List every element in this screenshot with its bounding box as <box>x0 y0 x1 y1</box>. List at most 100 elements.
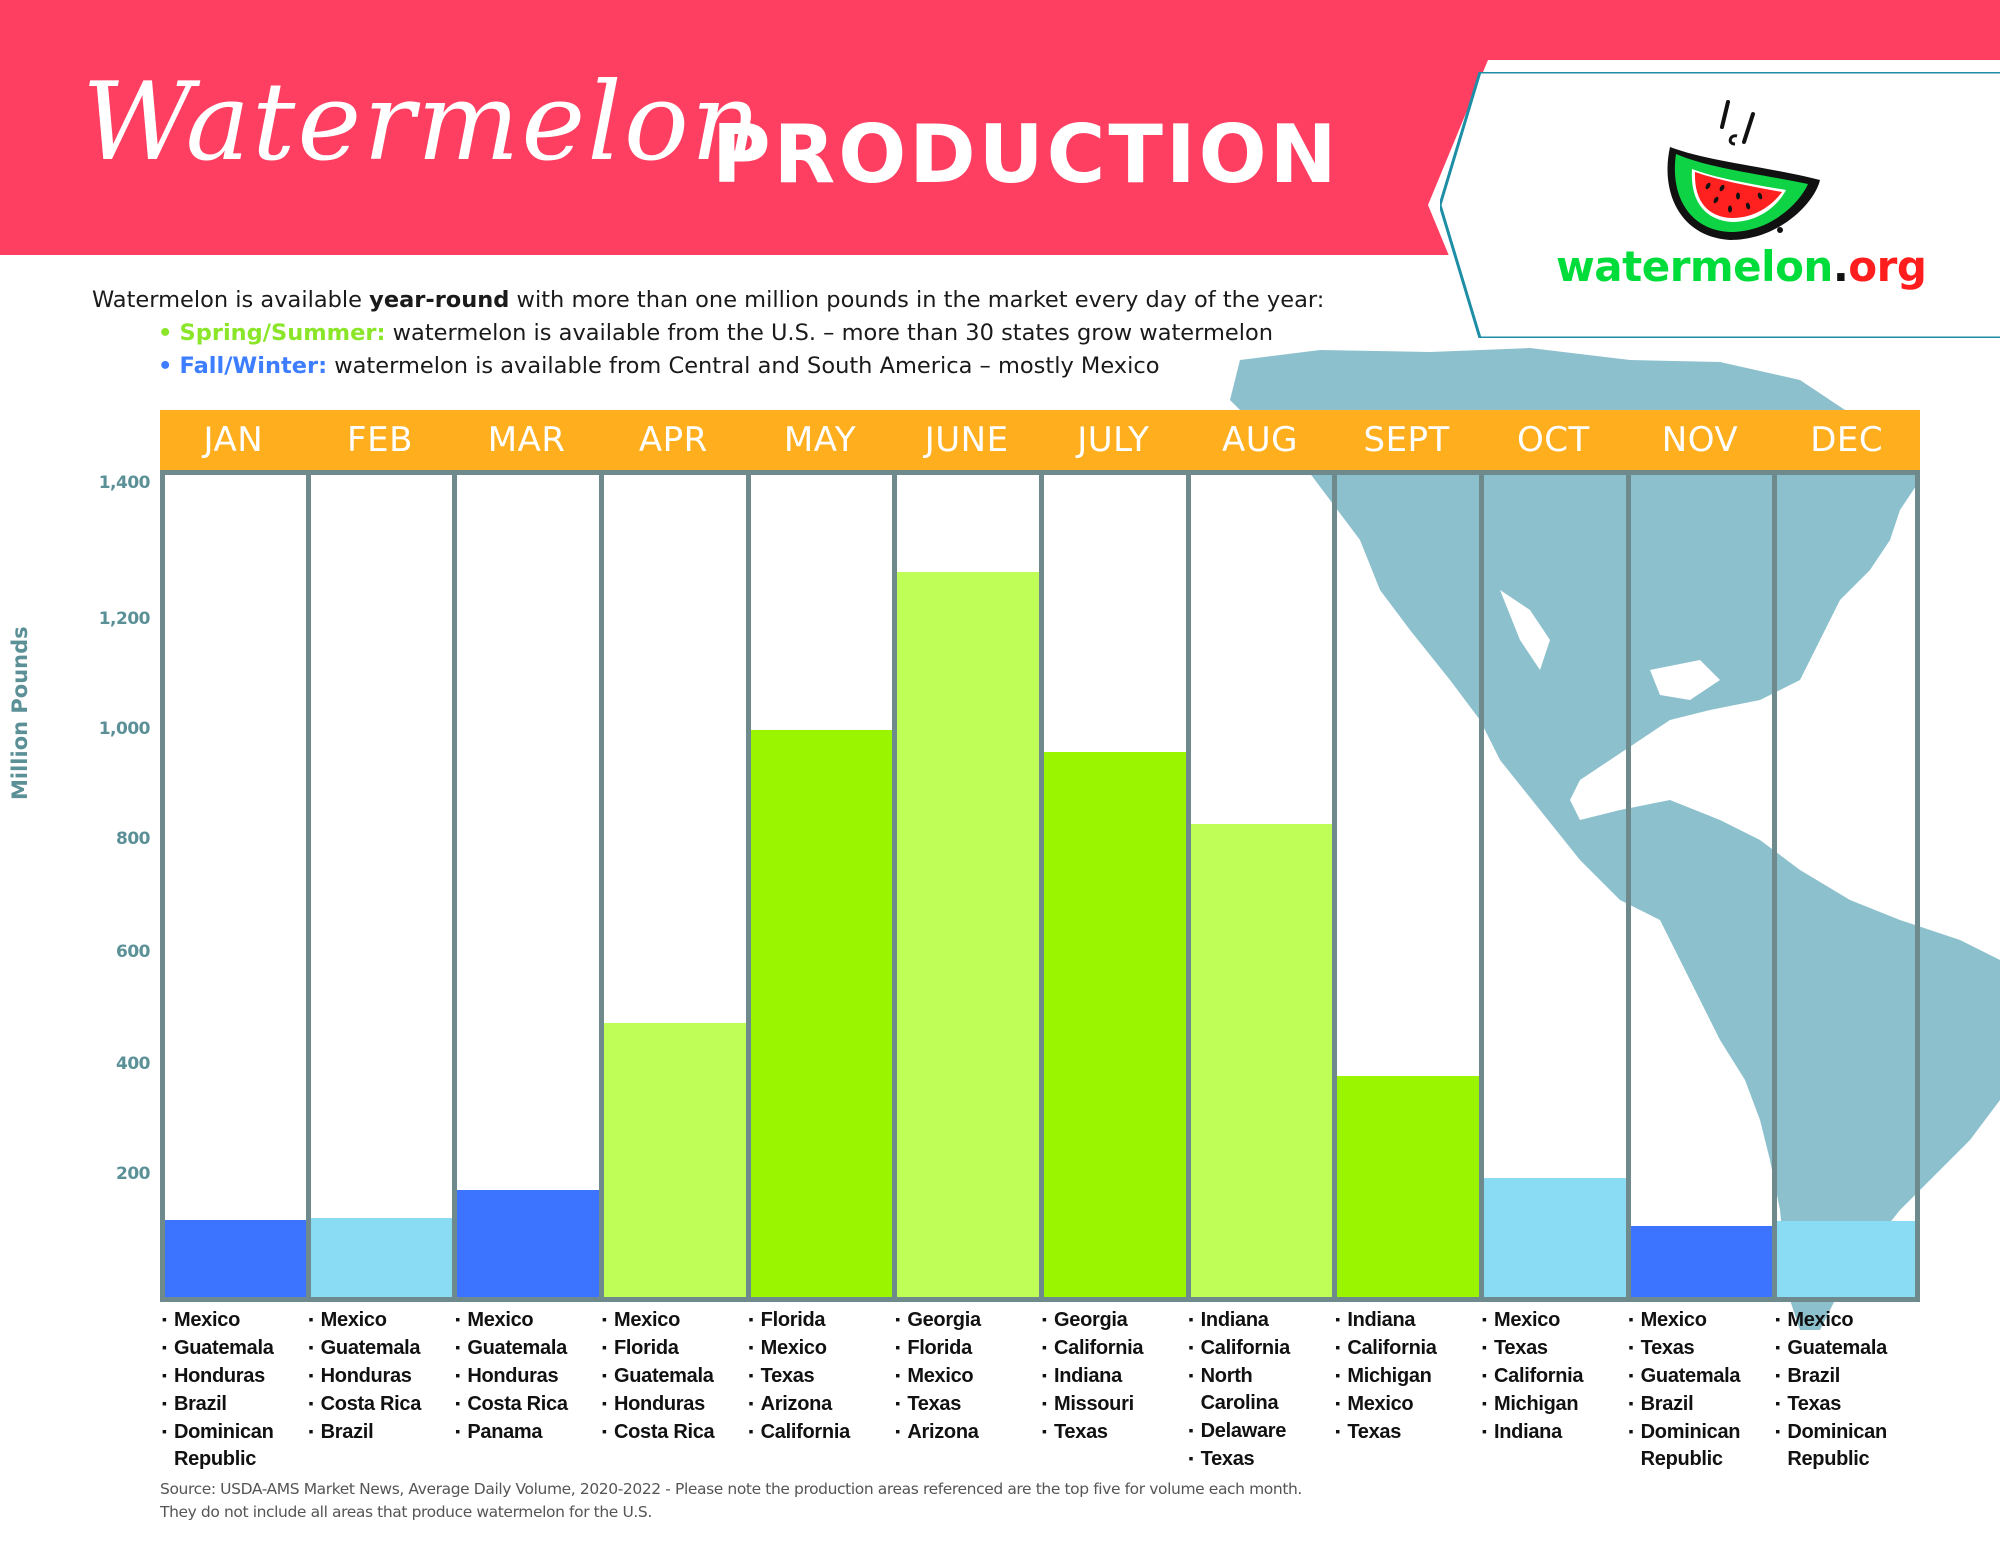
month-label-nov: NOV <box>1661 420 1739 460</box>
region-item: Missouri <box>1042 1390 1188 1418</box>
y-tick-label: 1,200 <box>98 609 151 629</box>
logo-name-red: org <box>1848 242 1927 291</box>
month-label-sept: SEPT <box>1363 420 1450 460</box>
month-label-feb: FEB <box>347 420 413 460</box>
logo-name-green: watermelon <box>1556 242 1833 291</box>
source-note: Source: USDA-AMS Market News, Average Da… <box>160 1480 1302 1521</box>
month-header-bar <box>160 410 1920 470</box>
region-item: Mexico <box>602 1306 748 1334</box>
region-item: Texas <box>1482 1334 1628 1362</box>
column-divider <box>305 470 311 1302</box>
regions-list-jan: MexicoGuatemalaHondurasBrazilDominican R… <box>162 1306 308 1473</box>
spring-label: Spring/Summer: <box>179 320 386 346</box>
region-item: Mexico <box>1335 1390 1481 1418</box>
region-item: Mexico <box>1775 1306 1921 1334</box>
y-tick-label: 400 <box>116 1054 151 1074</box>
column-divider <box>599 470 604 1302</box>
region-item: Indiana <box>1482 1418 1628 1446</box>
y-axis-label: Million Pounds <box>8 626 32 800</box>
bar-july <box>1044 752 1187 1297</box>
region-item: Guatemala <box>455 1334 601 1362</box>
fall-label: Fall/Winter: <box>179 353 328 379</box>
region-item: California <box>749 1418 895 1446</box>
region-item: Brazil <box>1775 1362 1921 1390</box>
bar-jan <box>164 1219 307 1297</box>
month-label-july: JULY <box>1077 420 1150 460</box>
logo-frame-icon <box>1440 72 2000 338</box>
regions-list-oct: MexicoTexasCaliforniaMichiganIndiana <box>1482 1306 1628 1446</box>
intro-line-1: Watermelon is available year-round with … <box>92 287 1325 313</box>
region-item: California <box>1482 1362 1628 1390</box>
column-divider <box>452 470 458 1302</box>
bar-oct <box>1484 1178 1627 1297</box>
americas-map-icon <box>1230 348 2000 1330</box>
region-item: Mexico <box>1482 1306 1628 1334</box>
region-item: Indiana <box>1189 1306 1335 1334</box>
region-item: Texas <box>1629 1334 1775 1362</box>
bar-aug <box>1190 823 1334 1297</box>
y-tick-label: 1,000 <box>98 719 151 739</box>
region-item: Florida <box>895 1334 1041 1362</box>
region-item: Texas <box>1335 1418 1481 1446</box>
region-item: Mexico <box>309 1306 455 1334</box>
bar-apr <box>604 1023 747 1297</box>
region-item: Guatemala <box>602 1362 748 1390</box>
region-item: Florida <box>602 1334 748 1362</box>
month-label-jan: JAN <box>203 420 264 460</box>
region-item: Guatemala <box>162 1334 308 1362</box>
region-item: Dominican Republic <box>1775 1418 1921 1473</box>
region-item: Guatemala <box>309 1334 455 1362</box>
region-item: Texas <box>749 1362 895 1390</box>
region-item: Texas <box>1775 1390 1921 1418</box>
region-item: Mexico <box>749 1334 895 1362</box>
region-item: Texas <box>1189 1445 1335 1473</box>
region-item: Mexico <box>162 1306 308 1334</box>
bar-mar <box>457 1190 600 1297</box>
region-item: Georgia <box>895 1306 1041 1334</box>
region-item: California <box>1189 1334 1335 1362</box>
region-item: Arizona <box>895 1418 1041 1446</box>
intro-text: Watermelon is available year-round with … <box>92 284 1324 383</box>
region-item: Honduras <box>602 1390 748 1418</box>
month-label-mar: MAR <box>487 420 566 460</box>
region-item: Costa Rica <box>455 1390 601 1418</box>
regions-list-mar: MexicoGuatemalaHondurasCosta RicaPanama <box>455 1306 601 1446</box>
region-item: Indiana <box>1042 1362 1188 1390</box>
column-divider <box>892 470 898 1302</box>
y-tick-label: 1,400 <box>98 473 151 493</box>
watermelon-slice-icon <box>1667 100 1820 240</box>
regions-list-july: GeorgiaCaliforniaIndianaMissouriTexas <box>1042 1306 1188 1446</box>
bar-may <box>750 730 894 1297</box>
region-item: Dominican Republic <box>1629 1418 1775 1473</box>
region-item: North Carolina <box>1189 1362 1335 1417</box>
region-item: Honduras <box>309 1362 455 1390</box>
y-tick-label: 800 <box>116 829 151 849</box>
column-divider <box>1185 470 1191 1302</box>
region-item: Brazil <box>162 1390 308 1418</box>
intro-fall: • Fall/Winter: watermelon is available f… <box>158 353 1160 379</box>
title-script: Watermelon <box>82 60 763 185</box>
month-label-apr: APR <box>638 420 708 460</box>
regions-list-aug: IndianaCaliforniaNorth CarolinaDelawareT… <box>1189 1306 1335 1473</box>
logo <box>1440 72 2000 338</box>
regions-list-june: GeorgiaFloridaMexicoTexasArizona <box>895 1306 1041 1446</box>
logo-dot: . <box>1832 242 1849 291</box>
column-divider <box>1772 470 1778 1302</box>
region-item: Costa Rica <box>309 1390 455 1418</box>
regions-list-dec: MexicoGuatemalaBrazilTexasDominican Repu… <box>1775 1306 1921 1473</box>
month-label-dec: DEC <box>1810 420 1884 460</box>
regions-list-feb: MexicoGuatemalaHondurasCosta RicaBrazil <box>309 1306 455 1446</box>
region-item: Florida <box>749 1306 895 1334</box>
column-divider <box>1332 470 1338 1302</box>
region-item: Georgia <box>1042 1306 1188 1334</box>
region-item: Mexico <box>1629 1306 1775 1334</box>
month-label-aug: AUG <box>1221 420 1298 460</box>
region-item: Guatemala <box>1775 1334 1921 1362</box>
region-item: Mexico <box>455 1306 601 1334</box>
region-item: Dominican Republic <box>162 1418 308 1473</box>
region-item: Brazil <box>309 1418 455 1446</box>
region-item: California <box>1042 1334 1188 1362</box>
region-item: Honduras <box>162 1362 308 1390</box>
column-divider <box>1479 470 1484 1302</box>
regions-list-apr: MexicoFloridaGuatemalaHondurasCosta Rica <box>602 1306 748 1446</box>
